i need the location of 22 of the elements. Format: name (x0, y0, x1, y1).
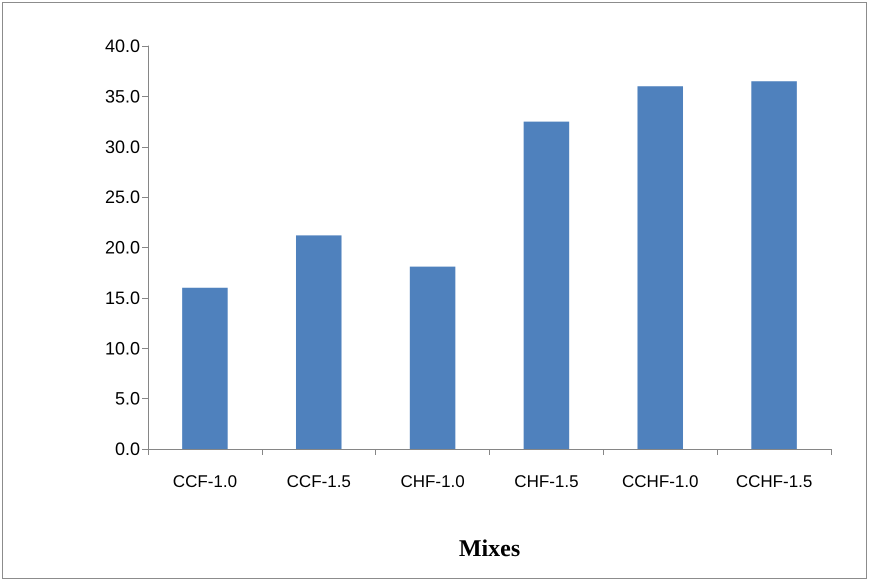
bar (296, 235, 342, 449)
x-tick-label: CCF-1.0 (172, 472, 238, 491)
x-axis-title: Mixes (458, 536, 520, 562)
x-tick-label: CCF-1.5 (286, 472, 351, 491)
y-tick-label: 25.0 (104, 187, 140, 208)
bar (751, 81, 797, 449)
x-tick-label: CHF-1.5 (514, 472, 579, 491)
y-tick-label: 30.0 (104, 136, 140, 157)
y-tick-label: 5.0 (114, 388, 140, 409)
y-tick-label: 10.0 (104, 338, 140, 358)
x-tick-label: CHF-1.0 (400, 472, 465, 491)
bar (524, 122, 570, 449)
y-tick-label: 0.0 (114, 439, 140, 459)
y-tick-label: 35.0 (104, 86, 140, 106)
bar (637, 86, 684, 449)
x-tick-label: CCHF-1.5 (736, 472, 812, 491)
bar (410, 266, 456, 449)
y-tick-label: 15.0 (104, 288, 140, 308)
y-tick-label: 20.0 (104, 238, 140, 258)
bar (182, 288, 228, 449)
x-tick-label: CCHF-1.0 (622, 472, 699, 491)
y-tick-label: 40.0 (104, 36, 140, 56)
